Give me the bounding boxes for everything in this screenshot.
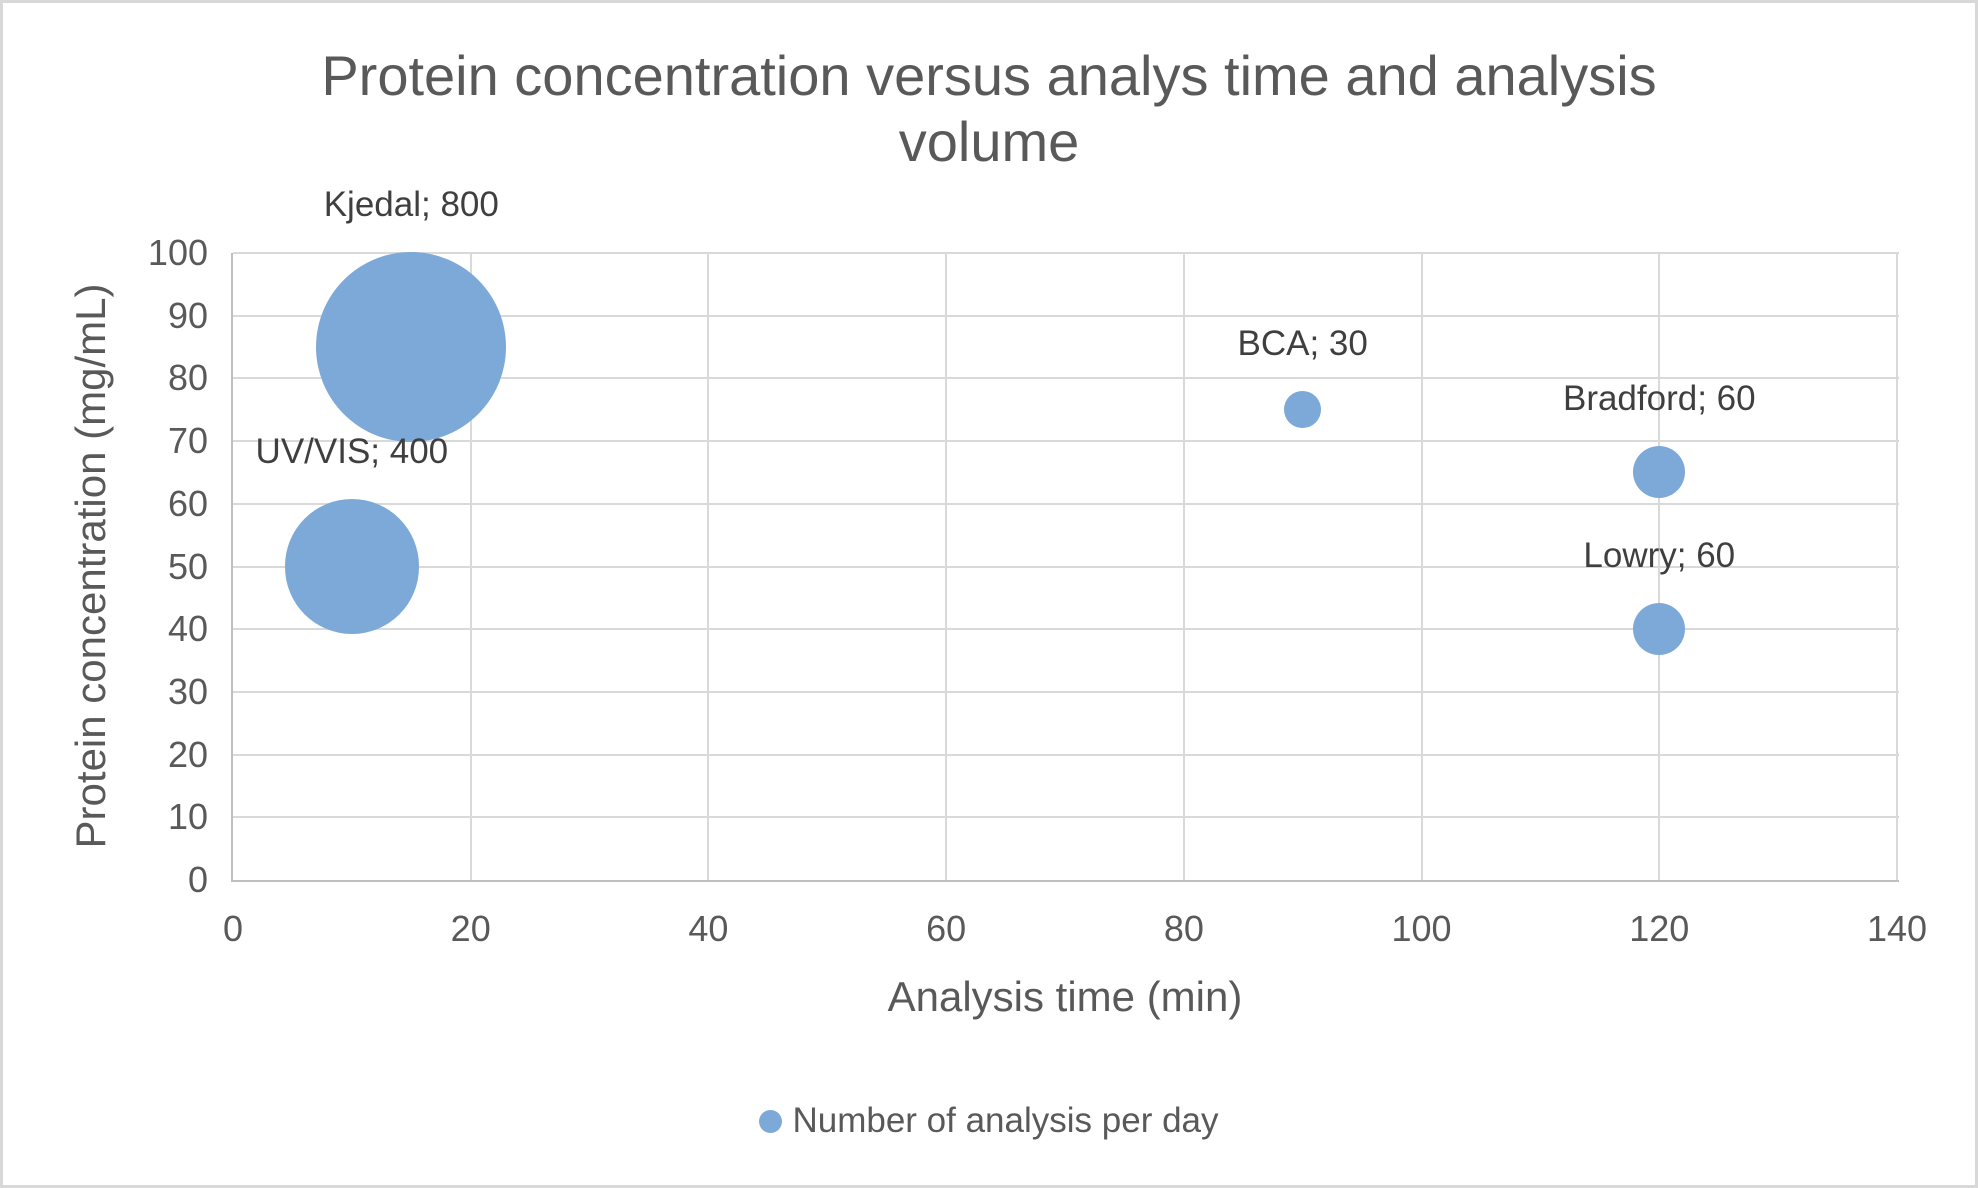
x-axis-title: Analysis time (min) [887, 973, 1243, 1020]
x-tick-label: 140 [1866, 908, 1928, 949]
v-gridline [1420, 253, 1423, 880]
chart-title-line-2: volume [898, 110, 1080, 173]
x-tick-label: 60 [926, 908, 967, 949]
chart-title: Protein concentration versus analys time… [3, 43, 1975, 175]
h-gridline [233, 502, 1899, 505]
y-tick-label: 0 [187, 859, 208, 900]
x-axis-line [231, 880, 1899, 882]
x-tick-label: 100 [1391, 908, 1452, 949]
legend-label: Number of analysis per day [792, 1101, 1219, 1140]
y-axis-title: Protein concentration (mg/mL) [67, 283, 114, 849]
y-tick-label: 40 [167, 608, 208, 650]
legend: Number of analysis per day [3, 1101, 1975, 1141]
v-gridline [1896, 253, 1898, 880]
v-gridline [945, 253, 948, 880]
bubble-bradford [1633, 446, 1686, 499]
x-tick-label: 120 [1629, 908, 1690, 949]
y-tick-label: 20 [167, 733, 208, 775]
x-tick-label: 40 [688, 908, 729, 949]
y-tick-label: 10 [167, 796, 208, 838]
data-label-kjedal: Kjedal; 800 [323, 185, 499, 224]
v-gridline [1658, 253, 1661, 880]
plot-area: 0 10 20 30 40 50 60 70 80 90 100 0 20 40 60 80 100 120 140… [3, 3, 1975, 1185]
h-gridline [233, 252, 1899, 254]
y-tick-label: 80 [167, 357, 208, 399]
y-axis-line [231, 253, 233, 882]
h-gridline [233, 377, 1899, 380]
bubble-kjedal [316, 252, 507, 443]
data-label-uv-vis: UV/VIS; 400 [255, 432, 449, 472]
y-tick-label: 30 [167, 670, 208, 712]
legend-circle-icon [759, 1109, 783, 1133]
v-gridline [1182, 253, 1185, 880]
y-tick-label: 50 [167, 545, 208, 587]
y-tick-label: 100 [147, 232, 208, 273]
y-tick-label: 90 [167, 294, 208, 336]
x-tick-label: 80 [1163, 908, 1204, 949]
h-gridline [233, 816, 1899, 819]
bubble-bca [1284, 391, 1322, 429]
v-gridline [707, 253, 710, 880]
x-tick-label: 20 [450, 908, 491, 949]
h-gridline [233, 753, 1899, 756]
h-gridline [233, 565, 1899, 568]
x-tick-label: 0 [222, 908, 244, 949]
h-gridline [233, 690, 1899, 693]
bubble-uv-vis [284, 499, 420, 634]
v-gridline [469, 253, 472, 880]
data-label-lowry: Lowry; 60 [1583, 536, 1736, 576]
data-label-bca: BCA; 30 [1237, 324, 1368, 364]
h-gridline [233, 440, 1899, 443]
h-gridline [233, 314, 1899, 317]
chart-title-line-1: Protein concentration versus analys time… [321, 44, 1657, 107]
data-label-bradford: Bradford; 60 [1562, 379, 1756, 419]
y-tick-label: 60 [167, 482, 208, 524]
y-tick-label: 70 [167, 420, 208, 462]
h-gridline [233, 628, 1899, 631]
bubble-lowry [1633, 603, 1686, 656]
